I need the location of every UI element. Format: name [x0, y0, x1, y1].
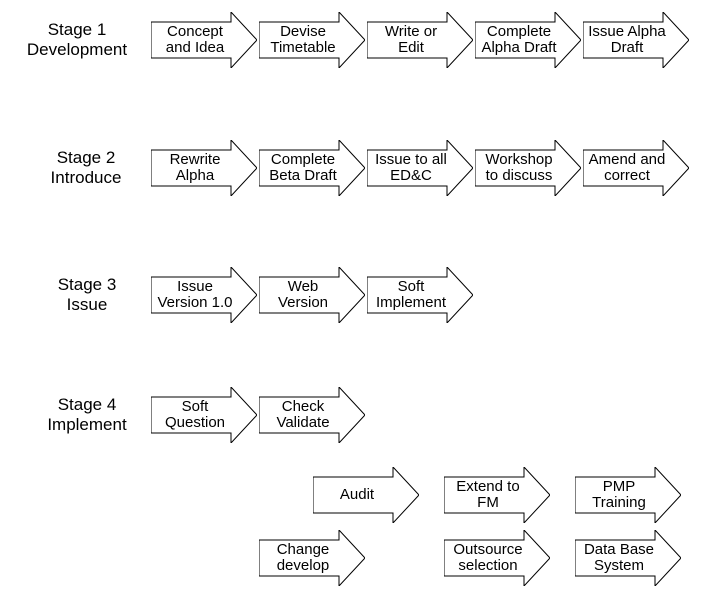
stage-label-stage3: Stage 3Issue — [42, 275, 132, 314]
arrow-label: Conceptand Idea — [151, 22, 239, 58]
arrow-issue-edc: Issue to allED&C — [367, 140, 473, 196]
arrow-check-validate: CheckValidate — [259, 387, 365, 443]
arrow-label-line1: Complete — [481, 24, 556, 41]
arrow-label-line1: Complete — [269, 152, 337, 169]
arrow-label-line2: Implement — [376, 295, 446, 312]
arrow-audit: Audit — [313, 467, 419, 523]
arrow-label-line1: Issue — [157, 279, 232, 296]
arrow-label-line2: develop — [277, 558, 330, 575]
arrow-label: RewriteAlpha — [151, 150, 239, 186]
arrow-label: Data BaseSystem — [575, 540, 663, 576]
arrow-label: Write orEdit — [367, 22, 455, 58]
arrow-label-line1: Issue to all — [375, 152, 447, 169]
stage-label-line1: Stage 4 — [32, 395, 142, 415]
stage-label-stage1: Stage 1Development — [17, 20, 137, 59]
arrow-label-line2: FM — [456, 495, 519, 512]
arrow-label: Issue to allED&C — [367, 150, 455, 186]
arrow-label: CheckValidate — [259, 397, 347, 433]
stage-label-line1: Stage 3 — [42, 275, 132, 295]
stage-label-stage4: Stage 4Implement — [32, 395, 142, 434]
arrow-devise-timetable: DeviseTimetable — [259, 12, 365, 68]
arrow-label-line1: Write or — [385, 24, 437, 41]
arrow-label-line1: Soft — [376, 279, 446, 296]
arrow-label-line1: Audit — [340, 487, 374, 504]
arrow-label-line2: Alpha Draft — [481, 40, 556, 57]
arrow-pmp-training: PMPTraining — [575, 467, 681, 523]
arrow-label-line2: Timetable — [270, 40, 335, 57]
stage-label-line2: Introduce — [36, 168, 136, 188]
arrow-label: CompleteBeta Draft — [259, 150, 347, 186]
arrow-extend-fm: Extend toFM — [444, 467, 550, 523]
arrow-label-line1: Issue Alpha — [588, 24, 666, 41]
arrow-label-line2: Edit — [385, 40, 437, 57]
stage-label-stage2: Stage 2Introduce — [36, 148, 136, 187]
arrow-outsource-selection: Outsourceselection — [444, 530, 550, 586]
stage-label-line2: Implement — [32, 415, 142, 435]
arrow-issue-v1: IssueVersion 1.0 — [151, 267, 257, 323]
arrow-write-edit: Write orEdit — [367, 12, 473, 68]
arrow-label-line1: Check — [276, 399, 329, 416]
arrow-web-version: WebVersion — [259, 267, 365, 323]
arrow-label-line2: selection — [453, 558, 522, 575]
arrow-label-line2: ED&C — [375, 168, 447, 185]
arrow-label: Issue AlphaDraft — [583, 22, 671, 58]
arrow-soft-implement: SoftImplement — [367, 267, 473, 323]
arrow-label-line2: Validate — [276, 415, 329, 432]
arrow-complete-alpha: CompleteAlpha Draft — [475, 12, 581, 68]
arrow-label-line1: Data Base — [584, 542, 654, 559]
arrow-label-line1: Devise — [270, 24, 335, 41]
arrow-label: Workshopto discuss — [475, 150, 563, 186]
arrow-label: Outsourceselection — [444, 540, 532, 576]
arrow-label: WebVersion — [259, 277, 347, 313]
arrow-label-line2: correct — [589, 168, 666, 185]
stage-label-line1: Stage 1 — [17, 20, 137, 40]
diagram-canvas: Stage 1DevelopmentStage 2IntroduceStage … — [0, 0, 702, 599]
arrow-label-line2: Version 1.0 — [157, 295, 232, 312]
arrow-label-line2: Version — [278, 295, 328, 312]
arrow-label-line1: Soft — [165, 399, 225, 416]
arrow-label-line2: Draft — [588, 40, 666, 57]
arrow-label-line1: Workshop — [485, 152, 552, 169]
arrow-label-line2: Beta Draft — [269, 168, 337, 185]
arrow-label-line1: Outsource — [453, 542, 522, 559]
arrow-label: SoftQuestion — [151, 397, 239, 433]
arrow-change-develop: Changedevelop — [259, 530, 365, 586]
arrow-issue-alpha: Issue AlphaDraft — [583, 12, 689, 68]
stage-label-line2: Issue — [42, 295, 132, 315]
arrow-label: Amend andcorrect — [583, 150, 671, 186]
arrow-label-line1: Rewrite — [170, 152, 221, 169]
arrow-label: Extend toFM — [444, 477, 532, 513]
arrow-label-line2: and Idea — [166, 40, 224, 57]
stage-label-line1: Stage 2 — [36, 148, 136, 168]
arrow-label-line1: Concept — [166, 24, 224, 41]
arrow-label-line1: PMP — [592, 479, 646, 496]
arrow-database-system: Data BaseSystem — [575, 530, 681, 586]
arrow-label: IssueVersion 1.0 — [151, 277, 239, 313]
arrow-label: CompleteAlpha Draft — [475, 22, 563, 58]
arrow-label: Changedevelop — [259, 540, 347, 576]
arrow-label-line2: to discuss — [485, 168, 552, 185]
arrow-complete-beta: CompleteBeta Draft — [259, 140, 365, 196]
arrow-label-line1: Change — [277, 542, 330, 559]
arrow-label-line2: Alpha — [170, 168, 221, 185]
arrow-label-line1: Amend and — [589, 152, 666, 169]
arrow-label-line1: Extend to — [456, 479, 519, 496]
arrow-label-line1: Web — [278, 279, 328, 296]
stage-label-line2: Development — [17, 40, 137, 60]
arrow-label: SoftImplement — [367, 277, 455, 313]
arrow-rewrite-alpha: RewriteAlpha — [151, 140, 257, 196]
arrow-amend-correct: Amend andcorrect — [583, 140, 689, 196]
arrow-concept-idea: Conceptand Idea — [151, 12, 257, 68]
arrow-label: Audit — [313, 477, 401, 513]
arrow-label-line2: System — [584, 558, 654, 575]
arrow-label-line2: Training — [592, 495, 646, 512]
arrow-label: PMPTraining — [575, 477, 663, 513]
arrow-workshop: Workshopto discuss — [475, 140, 581, 196]
arrow-label-line2: Question — [165, 415, 225, 432]
arrow-label: DeviseTimetable — [259, 22, 347, 58]
arrow-soft-question: SoftQuestion — [151, 387, 257, 443]
